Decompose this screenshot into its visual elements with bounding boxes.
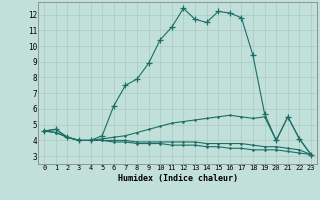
X-axis label: Humidex (Indice chaleur): Humidex (Indice chaleur) [118, 174, 238, 183]
